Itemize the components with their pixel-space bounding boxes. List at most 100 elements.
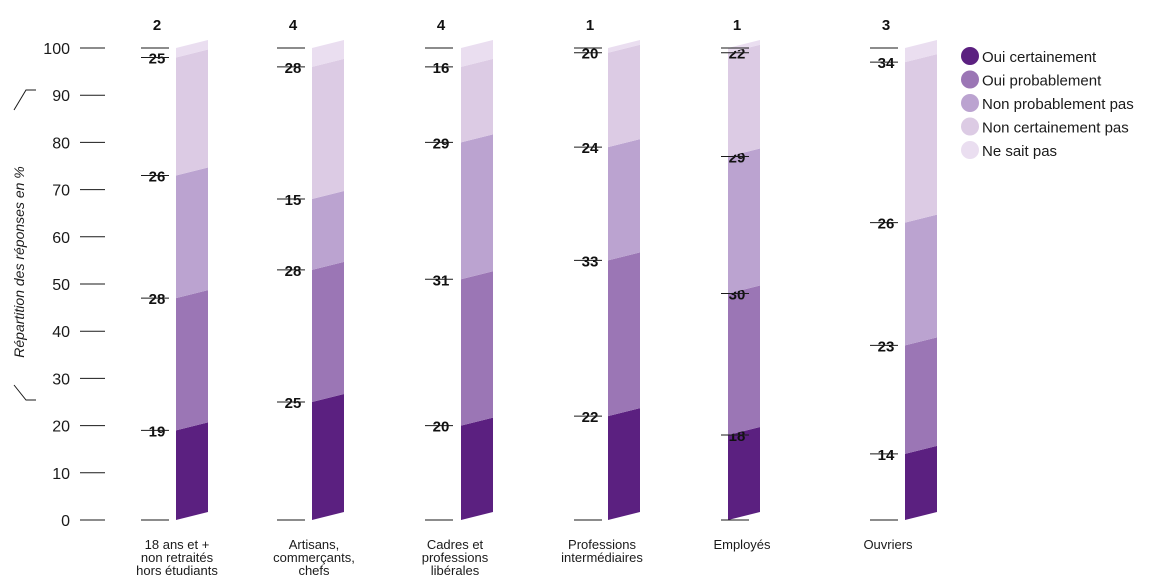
bar-segment (905, 445, 937, 520)
y-axis-bracket (13, 89, 36, 401)
data-label: 16 (433, 60, 450, 77)
y-tick-label: 20 (52, 419, 70, 436)
bar-segment (176, 40, 208, 58)
legend-label: Ne sait pas (982, 143, 1057, 160)
data-label: 28 (149, 291, 166, 308)
bar-segment (176, 49, 208, 176)
bar-segment (608, 44, 640, 148)
bar-segment (176, 290, 208, 431)
data-label: 25 (149, 50, 166, 67)
bar-group: 19 28 26 25 2 18 ans et + non retraités hors ét… (136, 17, 218, 578)
legend-item: Ne sait pas (961, 141, 1057, 160)
legend-item: Oui certainement (961, 47, 1097, 66)
bar-group: 14 23 26 34 3 Ouvriers (863, 17, 937, 552)
data-label: 26 (149, 168, 166, 185)
bar-group: 25 28 15 28 4 Artisans,commerçants,chefsd'ent… (273, 17, 355, 578)
legend-swatch (961, 94, 979, 112)
y-axis: Répartition des réponses en % 0 10 20 30 40 5… (11, 41, 105, 530)
category-label: Cadres et professions libérales (422, 537, 489, 578)
legend-swatch (961, 141, 979, 159)
legend-item: Oui probablement (961, 70, 1102, 90)
bar-segment (312, 394, 344, 520)
data-label: 23 (878, 338, 895, 355)
bar-segment (905, 54, 937, 223)
bar-segment (312, 261, 344, 402)
data-label: 20 (582, 46, 599, 63)
bar-segment (905, 40, 937, 63)
y-tick-label: 90 (52, 88, 70, 105)
bar-segment (728, 427, 760, 520)
legend-item: Non probablement pas (961, 94, 1134, 113)
legend-label: Oui certainement (982, 49, 1097, 66)
data-label: 2 (153, 17, 161, 34)
data-label: 15 (285, 192, 302, 209)
bar-segment (728, 148, 760, 294)
legend-swatch (961, 117, 979, 136)
bar-segment (608, 139, 640, 261)
data-label: 25 (285, 395, 302, 412)
y-tick-label: 30 (52, 371, 70, 388)
bar-segment (176, 167, 208, 299)
data-label: 19 (149, 423, 166, 440)
category-label: Professions intermédiaires (561, 537, 643, 565)
bar-segment (728, 285, 760, 436)
bar-segment (728, 44, 760, 157)
legend: Oui certainement Oui probablement Non prob… (961, 47, 1134, 160)
bar-segment (312, 40, 344, 67)
data-label: 31 (433, 272, 450, 289)
data-label: 3 (882, 17, 890, 34)
category-label: 18 ans et + non retraités hors étudiants (136, 537, 218, 578)
legend-item: Non certainement pas (961, 117, 1129, 137)
y-tick-label: 60 (52, 230, 70, 247)
data-label: 34 (878, 55, 895, 72)
data-label: 24 (582, 140, 599, 157)
y-tick-label: 10 (52, 466, 70, 483)
y-tick-label: 80 (52, 135, 70, 152)
category-label: Artisans,commerçants,chefsd'entreprise (273, 537, 355, 578)
data-label: 4 (437, 17, 446, 34)
bar-segment (461, 134, 493, 280)
bar-segment (608, 408, 640, 520)
bar-group: 20 31 29 16 4 Cadres et professions libérales (422, 17, 493, 578)
legend-label: Oui probablement (982, 73, 1102, 90)
data-label: 1 (586, 17, 594, 34)
bar-group: 22 33 24 20 1 Professions intermédiaires (561, 17, 643, 565)
data-label: 14 (878, 447, 895, 464)
data-label: 33 (582, 253, 599, 270)
bar-segment (176, 422, 208, 520)
legend-swatch (961, 47, 979, 65)
legend-label: Non certainement pas (982, 120, 1129, 137)
y-tick-label: 50 (52, 277, 70, 294)
y-axis-title: Répartition des réponses en % (11, 166, 27, 357)
category-label: Employés (713, 537, 771, 552)
legend-label: Non probablement pas (982, 96, 1134, 113)
data-label: 20 (433, 419, 450, 436)
y-tick-label: 100 (43, 41, 70, 58)
y-tick-label: 0 (61, 513, 70, 530)
y-tick-label: 70 (52, 183, 70, 200)
data-label: 4 (289, 17, 298, 34)
data-label: 26 (878, 216, 895, 233)
bar-segment (461, 271, 493, 426)
bar-segment (905, 214, 937, 346)
bar-segment (608, 40, 640, 53)
data-label: 28 (285, 60, 302, 77)
bar-segment (728, 40, 760, 53)
category-label: Ouvriers (863, 537, 913, 552)
bar-segment (461, 417, 493, 520)
bar-segment (461, 40, 493, 67)
data-label: 1 (733, 17, 741, 34)
plot-area: 19 28 26 25 2 18 ans et + non retraités hors ét… (136, 17, 937, 578)
data-label: 28 (285, 263, 302, 280)
y-tick-label: 40 (52, 324, 70, 341)
bar-segment (312, 191, 344, 270)
bar-segment (461, 58, 493, 143)
data-label: 29 (433, 135, 450, 152)
data-label: 22 (582, 409, 599, 426)
bar-segment (608, 252, 640, 417)
bar-segment (905, 337, 937, 454)
bar-segment (312, 58, 344, 200)
legend-swatch (961, 70, 979, 89)
